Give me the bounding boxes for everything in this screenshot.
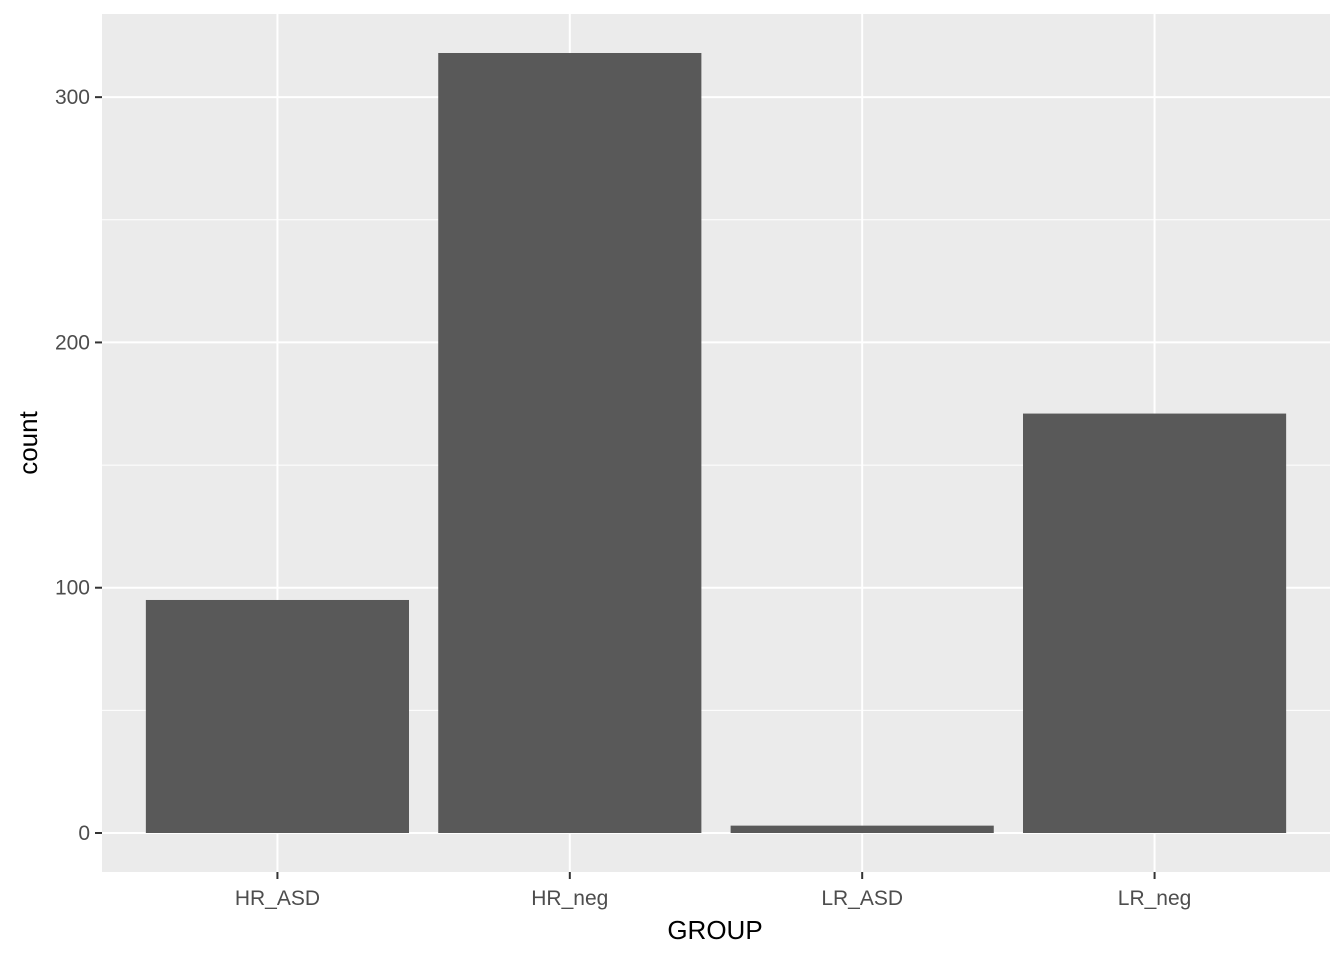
x-tick-label: LR_ASD xyxy=(821,887,903,910)
y-tick-label: 0 xyxy=(78,822,90,845)
bar-LR_neg xyxy=(1023,413,1287,833)
y-axis-ticks: 0 100 200 300 xyxy=(55,86,102,845)
y-tick-label: 100 xyxy=(55,577,90,600)
bar-LR_ASD xyxy=(730,825,994,833)
x-axis-title: GROUP xyxy=(667,915,762,945)
x-tick-label: LR_neg xyxy=(1118,887,1192,910)
x-tick-label: HR_ASD xyxy=(235,887,320,910)
y-tick-label: 200 xyxy=(55,331,90,354)
x-tick-label: HR_neg xyxy=(531,887,608,910)
bar-HR_neg xyxy=(438,53,702,833)
bars xyxy=(145,53,1287,833)
bar-HR_ASD xyxy=(145,599,409,833)
y-tick-label: 300 xyxy=(55,86,90,109)
x-axis-ticks: HR_ASD HR_neg LR_ASD LR_neg xyxy=(235,872,1192,910)
y-axis-title: count xyxy=(13,410,43,474)
